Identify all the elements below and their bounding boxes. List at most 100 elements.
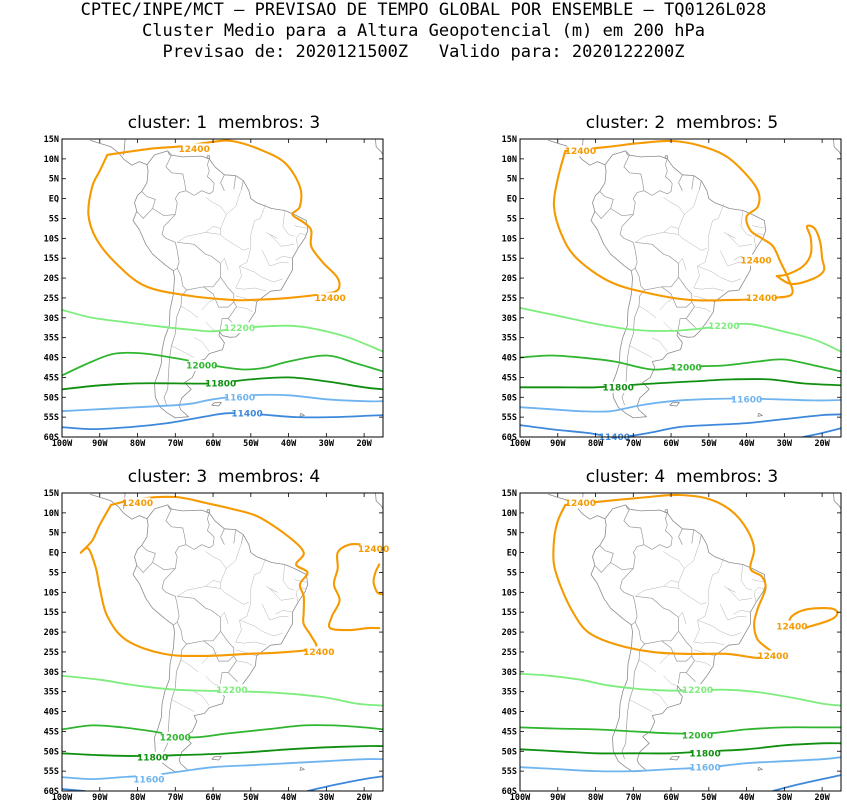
cluster-label: cluster:: [127, 467, 191, 487]
lat-label: 50S: [502, 747, 517, 757]
lon-label: 40W: [739, 793, 755, 803]
lat-label: 60S: [44, 787, 59, 797]
country-border: [186, 609, 221, 645]
panel-3-title: cluster: 3 membros: 4: [59, 467, 389, 487]
state-border: [629, 345, 653, 358]
country-border: [136, 545, 156, 574]
contour-label-bg: [124, 497, 151, 509]
state-border: [733, 609, 751, 615]
lon-label: 60W: [205, 439, 221, 449]
contour-label-12400: 12400: [776, 622, 807, 632]
coastline-caribbean: [123, 493, 126, 509]
state-border: [663, 580, 679, 587]
lon-label: 80W: [130, 439, 146, 449]
lat-label: 5N: [507, 175, 517, 185]
state-border: [250, 557, 267, 589]
lat-label: 15N: [44, 135, 59, 145]
island-outline: [211, 402, 222, 407]
lat-label: 15S: [44, 608, 59, 618]
state-border: [275, 255, 293, 261]
country-border: [594, 191, 614, 220]
header-subtitle: Cluster Medio para a Altura Geopotencial…: [142, 21, 705, 41]
state-border: [236, 660, 253, 667]
lat-label: 50S: [44, 393, 59, 403]
country-border: [152, 562, 176, 571]
contour-label-11800: 11800: [603, 384, 634, 394]
lon-label: 30W: [777, 793, 793, 803]
contour-label-bg: [226, 322, 253, 334]
country-border: [691, 529, 695, 544]
state-border: [708, 557, 725, 589]
state-border: [294, 225, 308, 229]
lon-label: 100W: [52, 793, 73, 803]
contour-11800: [520, 378, 841, 389]
state-border: [220, 257, 229, 271]
state-border: [180, 659, 199, 672]
state-border: [220, 611, 229, 625]
contour-label-bg: [733, 393, 760, 405]
lat-label: 15N: [44, 489, 59, 499]
state-border: [295, 587, 306, 603]
axes: 15N 10N 5N EQ 5S 10S 15S 20S 25S 30S 35S 40S 45S 50S 5…: [44, 135, 383, 449]
contour-label-bg: [673, 361, 700, 373]
state-border: [663, 197, 685, 215]
state-border: [235, 287, 266, 292]
coastline-caribbean: [123, 139, 126, 155]
lon-label: 100W: [510, 793, 531, 803]
lat-label: 55S: [44, 767, 59, 777]
coastline-africa: [833, 493, 841, 510]
map-frame: [61, 492, 384, 792]
lat-label: 15N: [502, 489, 517, 499]
lat-label: 5N: [49, 529, 59, 539]
state-border: [629, 699, 653, 712]
island-outline: [299, 412, 305, 417]
state-border: [235, 641, 266, 646]
state-border: [663, 551, 685, 569]
state-border: [753, 587, 764, 603]
coastline-africa: [375, 493, 383, 510]
state-border: [282, 564, 295, 591]
map-panel-4: 12400 12400 12400 12200 12000 11800 11600 15N 10…: [502, 489, 842, 803]
lat-label: 55S: [502, 767, 517, 777]
lat-label: 15N: [502, 135, 517, 145]
contour-11600: [520, 756, 841, 773]
lat-label: 25S: [44, 294, 59, 304]
lat-label: 10S: [502, 234, 517, 244]
lat-label: 40S: [502, 354, 517, 364]
state-border: [678, 611, 687, 625]
lat-label: 35S: [502, 334, 517, 344]
lon-label: 60W: [205, 793, 221, 803]
lat-label: 45S: [502, 727, 517, 737]
contour-label-bg: [778, 620, 805, 632]
lat-label: EQ: [49, 195, 59, 205]
lon-label: 30W: [777, 439, 793, 449]
lon-label: 50W: [243, 793, 259, 803]
contour-layer: [62, 495, 383, 791]
lon-label: 20W: [814, 793, 830, 803]
map-panel-2: 12400 12400 12400 12200 12000 11800 11600 11400…: [502, 135, 842, 449]
state-border: [220, 543, 242, 589]
lat-label: 60S: [502, 433, 517, 443]
contour-label-bg: [226, 391, 253, 403]
contour-label-bg: [692, 747, 719, 759]
lat-label: 40S: [44, 708, 59, 718]
members-count: 5: [767, 113, 779, 133]
country-border: [635, 595, 670, 611]
lon-label: 80W: [588, 439, 604, 449]
lat-label: 55S: [502, 413, 517, 423]
contour-11800: [62, 745, 383, 757]
lon-label: 40W: [739, 439, 755, 449]
contour-label-bg: [234, 407, 261, 419]
state-border: [693, 287, 724, 292]
lon-label: 20W: [356, 793, 372, 803]
contour-label-bg: [748, 292, 775, 304]
country-border: [678, 174, 683, 191]
lon-label: 70W: [626, 793, 642, 803]
contour-label-bg: [218, 684, 245, 696]
coastline-south-america: [132, 150, 309, 419]
contour-label-12400: 12400: [565, 147, 596, 157]
country-border: [173, 621, 178, 626]
state-border: [638, 305, 657, 318]
contour-label-bg: [135, 773, 162, 785]
members-label: membros:: [676, 113, 763, 133]
